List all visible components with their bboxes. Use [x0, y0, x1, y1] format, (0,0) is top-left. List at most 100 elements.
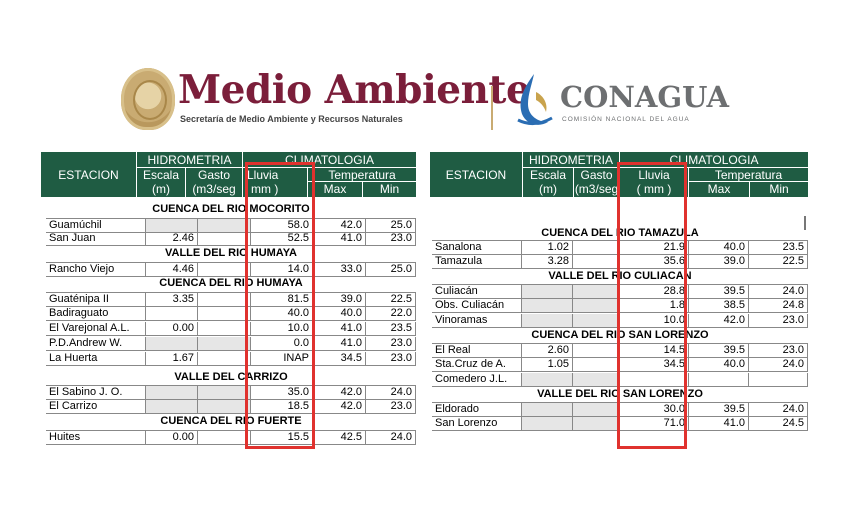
header-max: Max [707, 182, 731, 196]
table-row: Eldorado 30.0 39.5 24.0 [432, 402, 808, 417]
table-row: El Sabino J. O. 35.0 42.0 24.0 [46, 385, 416, 400]
cell-gasto [573, 373, 619, 386]
cell-min: 25.0 [366, 219, 416, 232]
logo-separator [491, 86, 493, 130]
seal-inner-ring [133, 80, 167, 120]
cell-escala: 1.02 [522, 241, 573, 254]
cell-lluvia: 10.0 [619, 314, 689, 327]
table-row: Comedero J.L. [432, 373, 808, 387]
cell-gasto [573, 344, 619, 357]
cell-min: 22.5 [366, 293, 416, 306]
cell-min: 24.0 [749, 285, 808, 298]
cell-escala [522, 299, 573, 312]
cell-lluvia: 71.0 [619, 417, 689, 430]
cell-escala: 1.05 [522, 358, 573, 371]
cell-min: 22.0 [366, 307, 416, 320]
cell-escala: 3.35 [146, 293, 198, 306]
cell-gasto [573, 314, 619, 327]
cell-estacion: La Huerta [46, 352, 146, 365]
cell-min: 24.0 [366, 431, 416, 444]
table-row: Huites 0.00 15.5 42.5 24.0 [46, 430, 416, 445]
table-row: Guamúchil 58.0 42.0 25.0 [46, 218, 416, 233]
cell-min: 23.0 [749, 314, 808, 327]
table-row: Guaténipa II 3.35 81.5 39.0 22.5 [46, 292, 416, 307]
cell-gasto [198, 232, 251, 245]
table-row: El Varejonal A.L. 0.00 10.0 41.0 23.5 [46, 322, 416, 336]
cell-gasto [198, 293, 251, 306]
cell-gasto [198, 400, 251, 413]
cell-escala: 1.67 [146, 352, 198, 365]
cell-gasto [198, 263, 251, 276]
cell-escala [522, 314, 573, 327]
section-title: CUENCA DEL RIO TAMAZULA [541, 227, 699, 239]
cell-max: 40.0 [689, 241, 749, 254]
cell-max: 42.0 [313, 400, 366, 413]
cell-escala [146, 219, 198, 232]
table-row: Vinoramas 10.0 42.0 23.0 [432, 314, 808, 328]
medio-ambiente-title: Medio Ambiente [178, 67, 531, 113]
cell-max: 34.5 [313, 352, 366, 365]
cell-gasto [573, 299, 619, 312]
table-row: La Huerta 1.67 INAP 34.5 23.0 [46, 352, 416, 366]
cell-max: 41.0 [313, 322, 366, 335]
cell-min [749, 373, 808, 386]
cell-max: 42.0 [313, 219, 366, 232]
cell-escala [522, 285, 573, 298]
cell-min: 23.5 [366, 322, 416, 335]
cell-max: 40.0 [689, 358, 749, 371]
cell-estacion: Guaténipa II [46, 293, 146, 306]
cell-gasto [573, 241, 619, 254]
cell-min: 24.0 [366, 386, 416, 399]
header-gasto: Gasto [580, 168, 613, 182]
table-row: Sanalona 1.02 21.9 40.0 23.5 [432, 240, 808, 255]
header-climatologia: CLIMATOLOGIA [669, 152, 759, 167]
cell-escala [522, 417, 573, 430]
cell-estacion: Comedero J.L. [432, 373, 522, 386]
medio-ambiente-subtitle: Secretaría de Medio Ambiente y Recursos … [180, 114, 403, 124]
cell-min: 23.0 [366, 400, 416, 413]
header-escala-unit: (m) [539, 182, 557, 196]
cell-estacion: Sta.Cruz de A. [432, 358, 522, 371]
cell-gasto [573, 358, 619, 371]
table-row: Tamazula 3.28 35.6 39.0 22.5 [432, 255, 808, 269]
cell-min: 24.5 [749, 417, 808, 430]
cell-escala [146, 307, 198, 320]
table-row: P.D.Andrew W. 0.0 41.0 23.0 [46, 337, 416, 351]
cell-min: 24.8 [749, 299, 808, 312]
cell-gasto [573, 403, 619, 416]
conagua-water-icon [517, 74, 553, 125]
cell-lluvia: 21.9 [619, 241, 689, 254]
cell-estacion: Guamúchil [46, 219, 146, 232]
cell-max: 38.5 [689, 299, 749, 312]
left-table-header: ESTACION HIDROMETRIA CLIMATOLOGIA Escala… [41, 152, 416, 197]
cell-escala [522, 373, 573, 386]
header-min: Min [769, 182, 789, 196]
cell-max: 41.0 [689, 417, 749, 430]
cell-min: 23.0 [366, 337, 416, 350]
cell-estacion: San Juan [46, 232, 146, 245]
section-title: CUENCA DEL RIO HUMAYA [159, 277, 303, 289]
section-title: VALLE DEL CARRIZO [174, 371, 288, 383]
cell-max: 33.0 [313, 263, 366, 276]
header-hidrometria: HIDROMETRIA [147, 152, 232, 167]
cell-gasto [198, 337, 251, 350]
section-title: CUENCA DEL RIO FUERTE [160, 415, 302, 427]
cell-gasto [573, 285, 619, 298]
header-hidrometria: HIDROMETRIA [529, 152, 613, 167]
cell-lluvia: 34.5 [619, 358, 689, 371]
cell-gasto [573, 417, 619, 430]
lluvia-highlight-left [245, 162, 315, 449]
cell-min: 25.0 [366, 263, 416, 276]
cell-max: 41.0 [313, 232, 366, 245]
conagua-title: CONAGUA [560, 80, 730, 114]
cell-estacion: El Carrizo [46, 400, 146, 413]
cell-min: 23.0 [749, 344, 808, 357]
cell-max: 39.5 [689, 403, 749, 416]
cell-escala: 0.00 [146, 431, 198, 444]
cell-lluvia: 14.5 [619, 344, 689, 357]
cell-max: 42.0 [313, 386, 366, 399]
table-row: Badiraguato 40.0 40.0 22.0 [46, 307, 416, 321]
table-row: El Carrizo 18.5 42.0 23.0 [46, 400, 416, 414]
header-estacion: ESTACION [58, 167, 119, 182]
cell-min: 22.5 [749, 255, 808, 268]
